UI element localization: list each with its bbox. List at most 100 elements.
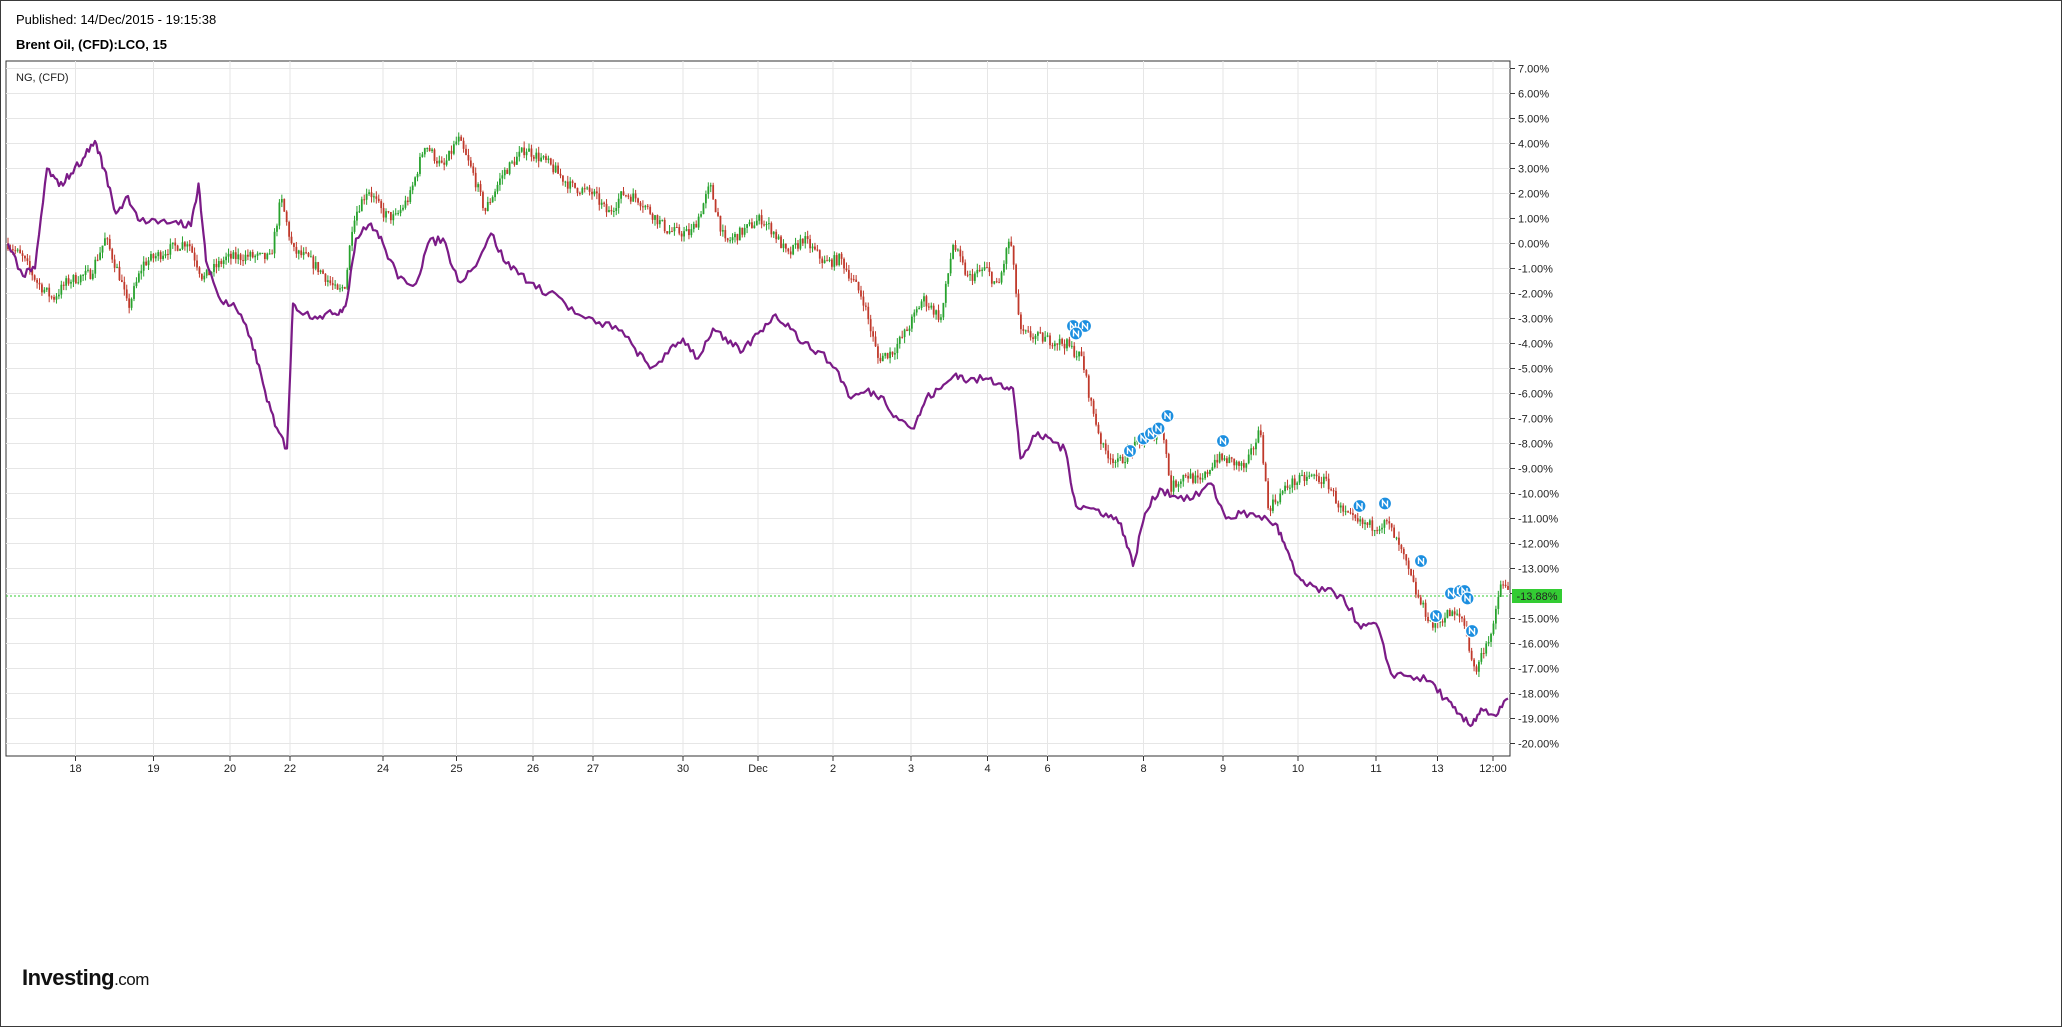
brent-candle-body [205,269,208,276]
y-tick-label: -13.00% [1518,564,1559,576]
brent-candle-body [1213,459,1216,468]
brent-candle-body [552,164,555,173]
brent-candle-body [983,267,986,270]
brent-candle-body [578,192,581,194]
brent-candle-body [1494,608,1497,624]
brent-candle-body [1347,511,1349,513]
brent-candle-body [108,238,111,250]
y-tick-label: -11.00% [1518,514,1558,526]
brent-candle-body [632,193,635,202]
brent-candle-body [913,312,916,317]
brent-candle-body [101,245,104,253]
news-marker-glyph [1069,321,1077,331]
news-marker[interactable] [1215,433,1231,449]
brent-candle-body [1298,475,1301,483]
brent-candle-body [930,305,933,308]
y-tick-label: 7.00% [1518,64,1549,76]
news-marker[interactable] [1464,623,1480,639]
brent-candle-body [532,156,535,159]
brent-candle-body [831,259,833,267]
brent-candle-body [1204,471,1206,479]
brent-candle-body [1242,462,1245,468]
brent-candle-body [409,190,412,203]
news-marker[interactable] [1377,496,1393,511]
brent-candle-body [869,319,872,332]
brent-candle-body [908,328,911,331]
y-tick-label: 6.00% [1518,89,1549,101]
brent-candle-body [55,296,58,300]
brent-candle-body [217,261,220,268]
x-tick-label: 25 [450,763,462,775]
brent-candle-body [896,343,899,354]
brent-candle-body [697,216,700,228]
brent-candle-body [423,148,426,155]
brent-candle-body [738,227,741,241]
news-marker[interactable] [1460,591,1475,606]
x-tick-label: 12:00 [1479,763,1507,775]
brent-candle-body [1276,502,1279,504]
news-marker[interactable] [1352,498,1367,514]
brent-candle-body [125,289,128,299]
brent-candle-body [67,278,70,284]
brent-candle-body [1087,375,1090,398]
brent-candle-body [1453,611,1456,615]
brent-candle-body [557,165,559,174]
brent-candle-body [1015,264,1017,294]
brent-candle-body [467,154,470,161]
brent-candle-body [244,254,247,262]
brent-candle-body [445,160,448,165]
brent-candle-body [656,215,659,225]
brent-candle-body [998,282,1001,284]
brent-candle-body [1262,435,1265,464]
brent-candle-body [603,202,606,204]
brent-candle-body [450,150,453,154]
news-marker[interactable] [1413,553,1429,569]
brent-candle-body [162,255,164,260]
brent-candle-body [583,188,586,190]
brent-candle-body [840,253,843,259]
brent-candle-body [700,214,702,217]
brent-candle-body [1485,643,1488,654]
news-marker[interactable] [1122,443,1138,459]
brent-candle-body [305,252,307,254]
news-marker[interactable] [1160,408,1175,424]
brent-candle-body [145,261,148,266]
news-marker[interactable] [1068,326,1084,341]
brent-candle-body [1487,641,1490,644]
news-marker-glyph [1126,446,1134,456]
x-tick-label: 10 [1292,763,1304,775]
brent-candle-body [1305,476,1308,481]
news-marker[interactable] [1077,318,1093,334]
brent-candle-body [363,199,366,201]
brent-candle-body [1032,337,1034,339]
brent-candle-body [300,250,303,256]
news-marker[interactable] [1151,421,1166,436]
brent-candle-body [1070,345,1073,347]
brent-candle-body [169,244,172,255]
brent-candle-body [1020,314,1022,330]
brent-candle-body [382,208,385,218]
brent-candle-body [213,263,215,272]
brent-candle-body [99,252,101,260]
brent-candle-body [484,208,487,211]
news-marker-glyph [1219,436,1227,446]
brent-candle-body [535,152,538,159]
brent-candle-body [729,240,732,242]
brent-candle-body [1099,433,1102,444]
brent-candle-body [486,201,489,211]
brent-candle-body [569,181,572,189]
brent-candle-body [1107,450,1110,459]
news-marker[interactable] [1428,608,1444,624]
brent-candle-body [285,211,288,223]
brent-candle-body [351,231,354,246]
x-tick-label: 20 [224,763,236,775]
brent-candle-body [634,193,637,199]
brent-candle-body [1289,487,1291,489]
brent-candle-body [1007,241,1010,249]
brent-candle-body [1046,335,1049,337]
brent-candle-body [496,184,499,192]
brent-candle-body [113,259,116,268]
brent-candle-body [782,243,785,249]
brent-candle-body [884,353,887,356]
